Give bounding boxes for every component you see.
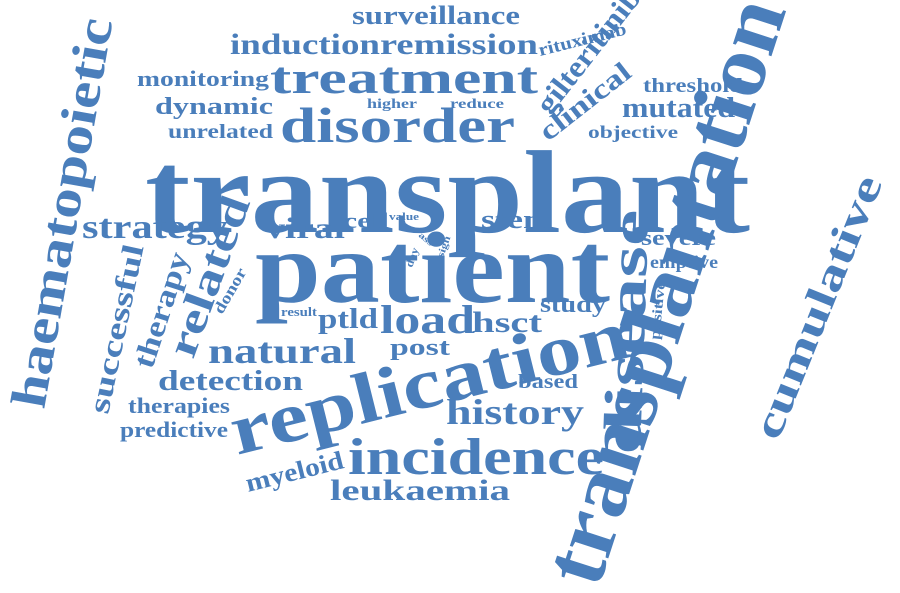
word-therapies: therapies [128,393,231,418]
word-remission: remission [380,28,538,61]
word-mutated: mutated [622,93,735,124]
word-surveillance: surveillance [352,1,520,30]
word-stem: stem [481,205,553,234]
word-cell: cell [343,208,389,233]
word-dynamic: dynamic [155,94,273,120]
word-viral: viral [265,212,345,245]
word-objective: objective [588,122,678,142]
word-patient: patient [255,212,610,325]
word-ptld: ptld [318,304,379,335]
word-strategy: strategy [82,209,228,246]
word-hsct: hsct [472,306,542,339]
word-based: based [518,371,578,393]
word-disease: disease [592,208,661,455]
word-load: load [380,297,475,342]
word-threshold: threshold [643,75,743,97]
word-incidence: incidence [348,429,604,486]
word-history: history [446,392,584,432]
word-induction: induction [230,28,380,61]
word-value: value [389,211,419,223]
word-positive: positive [648,281,669,340]
word-higher: higher [367,97,417,112]
word-treatment: treatment [270,52,539,103]
word-disorder: disorder [280,97,515,153]
word-result: result [281,304,318,319]
word-predictive: predictive [120,417,228,442]
word-severe: severe [641,225,716,250]
word-leukaemia: leukaemia [330,474,510,507]
word-unrelated: unrelated [168,121,273,143]
word-cumulative: cumulative [745,169,893,446]
word-study: study [540,292,606,318]
word-post: post [390,335,450,361]
word-transplant: transplant [145,127,750,258]
word-monitoring: monitoring [137,66,269,91]
word-reduce: reduce [450,97,504,112]
word-emptive: emptive [650,252,718,272]
word-natural: natural [208,331,356,371]
word-detection: detection [158,366,304,397]
